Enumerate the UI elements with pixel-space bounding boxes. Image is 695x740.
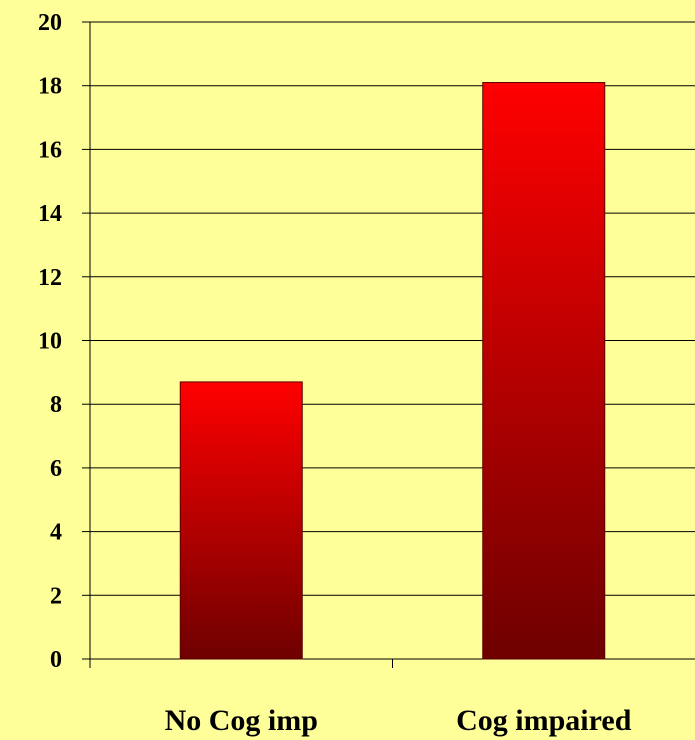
y-tick-label: 18 xyxy=(38,74,62,100)
y-tick-label: 10 xyxy=(38,329,62,355)
y-tick-label: 16 xyxy=(38,137,62,163)
x-category-labels: No Cog imp Cog impaired xyxy=(165,704,632,737)
y-tick-label: 8 xyxy=(50,392,62,418)
y-tick-label: 14 xyxy=(38,201,62,227)
y-tick-label: 4 xyxy=(50,520,62,546)
y-tick-label: 2 xyxy=(50,583,62,609)
bar-no-cog-imp xyxy=(179,381,303,660)
y-tick-label: 0 xyxy=(50,647,62,673)
x-category-label: No Cog imp xyxy=(165,704,318,737)
bar-cog-impaired xyxy=(482,82,606,660)
y-tick-label: 6 xyxy=(50,456,62,482)
y-tick-labels: 0 2 4 6 8 10 12 14 16 18 20 xyxy=(38,10,62,673)
y-tick-label: 20 xyxy=(38,10,62,36)
bars xyxy=(179,82,606,660)
x-category-label: Cog impaired xyxy=(456,704,632,737)
y-tick-label: 12 xyxy=(38,265,62,291)
